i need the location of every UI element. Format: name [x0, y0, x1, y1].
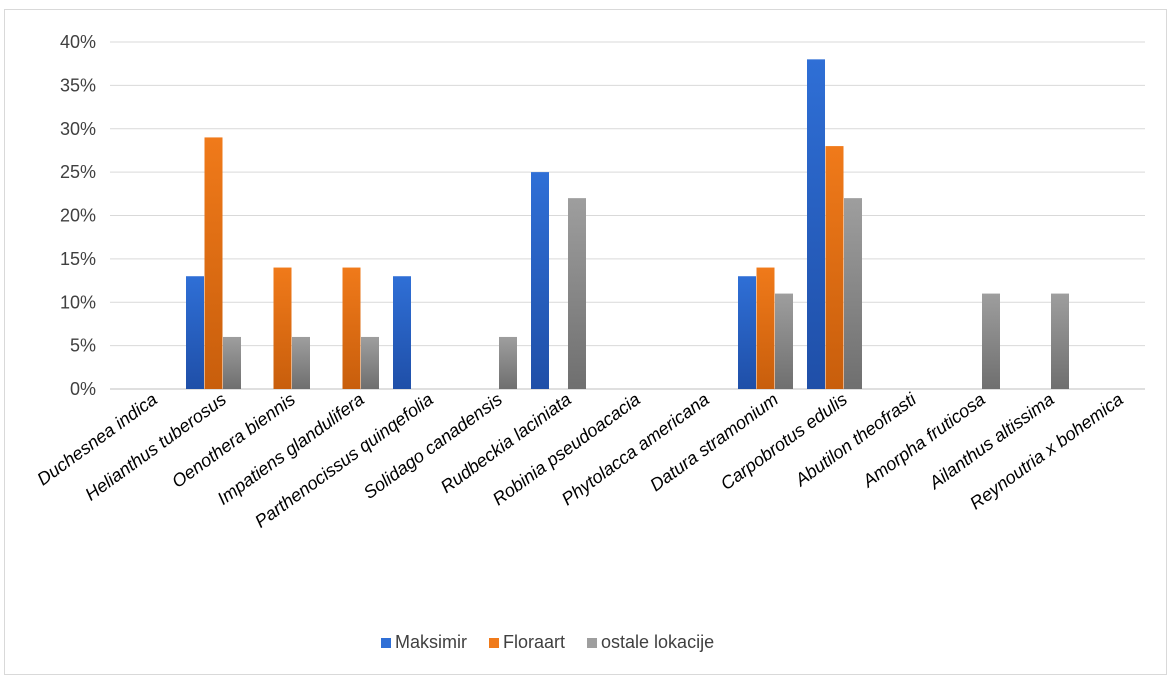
bar-maksimir	[738, 276, 756, 389]
legend-label: Floraart	[503, 632, 565, 652]
bar-floraart	[756, 267, 775, 389]
y-tick-label: 10%	[60, 292, 96, 312]
x-category-label: Duchesnea indica	[33, 389, 161, 489]
legend-swatch	[381, 638, 391, 648]
y-tick-label: 20%	[60, 206, 96, 226]
x-category-label: Carpobrotus edulis	[717, 389, 851, 494]
bar-ostale-lokacije	[223, 336, 241, 389]
bar-ostale-lokacije	[568, 198, 586, 389]
legend-label: Maksimir	[395, 632, 467, 652]
bar-ostale-lokacije	[499, 336, 517, 389]
bar-ostale-lokacije	[844, 198, 862, 389]
x-category-label: Amorpha fruticosa	[858, 389, 989, 492]
bar-maksimir	[186, 276, 204, 389]
bar-floraart	[825, 146, 844, 389]
y-tick-label: 5%	[70, 336, 96, 356]
bar-floraart	[342, 267, 361, 389]
y-tick-label: 25%	[60, 162, 96, 182]
y-tick-label: 15%	[60, 249, 96, 269]
x-category-label: Abutilon theofrasti	[791, 388, 921, 490]
legend-swatch	[489, 638, 499, 648]
bar-maksimir	[393, 276, 411, 389]
y-tick-label: 30%	[60, 119, 96, 139]
bar-ostale-lokacije	[982, 293, 1000, 389]
x-category-label: Ailanthus altissima	[925, 389, 1058, 493]
bar-ostale-lokacije	[1051, 293, 1069, 389]
bar-ostale-lokacije	[361, 336, 379, 389]
bars	[186, 59, 1069, 389]
legend-swatch	[587, 638, 598, 648]
bar-floraart	[204, 137, 223, 389]
y-axis-ticks: 0% 5% 10% 15% 20% 25% 30% 35% 40%	[60, 32, 96, 399]
bar-ostale-lokacije	[292, 336, 310, 389]
x-category-label: Oenothera biennis	[168, 389, 299, 492]
bar-maksimir	[807, 59, 825, 389]
bar-ostale-lokacije	[775, 293, 793, 389]
bar-maksimir	[531, 172, 549, 389]
legend: Maksimir Floraart ostale lokacije	[381, 632, 714, 652]
y-tick-label: 40%	[60, 32, 96, 52]
x-category-label: Datura stramonium	[646, 389, 782, 495]
y-tick-label: 35%	[60, 75, 96, 95]
y-tick-label: 0%	[70, 379, 96, 399]
legend-label: ostale lokacije	[601, 632, 714, 652]
bar-floraart	[273, 267, 292, 389]
